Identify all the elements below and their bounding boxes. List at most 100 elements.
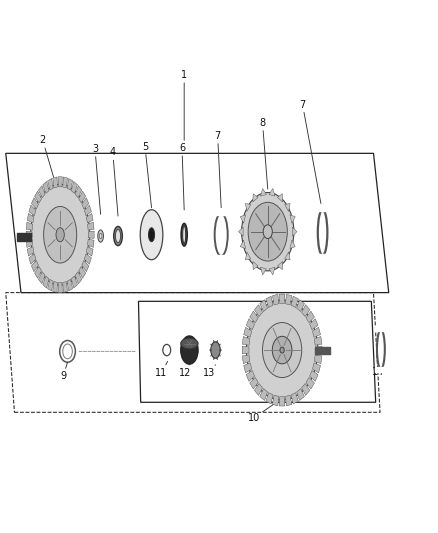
Ellipse shape xyxy=(114,227,122,246)
Polygon shape xyxy=(290,240,295,248)
Polygon shape xyxy=(245,204,251,212)
Polygon shape xyxy=(315,346,322,354)
Polygon shape xyxy=(48,279,53,291)
Ellipse shape xyxy=(183,226,186,244)
Ellipse shape xyxy=(99,233,102,239)
Polygon shape xyxy=(302,384,310,395)
Polygon shape xyxy=(245,252,251,260)
Polygon shape xyxy=(48,179,53,190)
Ellipse shape xyxy=(181,223,187,246)
Polygon shape xyxy=(85,205,92,216)
Ellipse shape xyxy=(116,230,120,243)
Text: 7: 7 xyxy=(215,131,221,208)
Polygon shape xyxy=(27,247,34,256)
Text: 2: 2 xyxy=(39,135,53,177)
Polygon shape xyxy=(71,276,78,288)
Ellipse shape xyxy=(211,342,220,358)
Polygon shape xyxy=(53,281,57,293)
Text: 7: 7 xyxy=(300,100,321,206)
Polygon shape xyxy=(86,247,93,256)
Polygon shape xyxy=(213,255,229,261)
Polygon shape xyxy=(261,189,266,196)
Polygon shape xyxy=(306,377,314,389)
Polygon shape xyxy=(290,215,295,223)
Polygon shape xyxy=(214,340,215,343)
Polygon shape xyxy=(269,267,275,275)
Polygon shape xyxy=(272,294,279,305)
Text: 10: 10 xyxy=(248,401,278,423)
Ellipse shape xyxy=(242,192,294,271)
Ellipse shape xyxy=(148,228,155,241)
Polygon shape xyxy=(29,205,36,216)
Ellipse shape xyxy=(181,338,198,349)
Ellipse shape xyxy=(248,203,287,261)
Polygon shape xyxy=(277,193,283,202)
Polygon shape xyxy=(214,357,215,360)
Polygon shape xyxy=(261,267,266,275)
Polygon shape xyxy=(260,389,268,400)
Polygon shape xyxy=(219,353,220,356)
Ellipse shape xyxy=(181,336,198,364)
Polygon shape xyxy=(86,213,93,223)
Polygon shape xyxy=(291,296,298,308)
Polygon shape xyxy=(242,346,249,354)
Polygon shape xyxy=(297,300,304,311)
Polygon shape xyxy=(266,296,273,308)
Polygon shape xyxy=(63,281,67,293)
Polygon shape xyxy=(213,208,229,215)
Polygon shape xyxy=(88,222,94,230)
Polygon shape xyxy=(286,395,292,406)
Polygon shape xyxy=(302,305,310,317)
Polygon shape xyxy=(26,231,32,238)
Polygon shape xyxy=(240,215,246,223)
Polygon shape xyxy=(216,340,218,343)
Polygon shape xyxy=(71,181,78,193)
Polygon shape xyxy=(272,395,279,406)
Polygon shape xyxy=(43,181,49,193)
Polygon shape xyxy=(211,344,212,346)
Text: 1: 1 xyxy=(181,70,187,140)
Polygon shape xyxy=(285,252,290,260)
Polygon shape xyxy=(27,213,34,223)
Polygon shape xyxy=(39,185,45,198)
Polygon shape xyxy=(297,389,304,400)
Ellipse shape xyxy=(272,336,292,364)
Polygon shape xyxy=(246,319,254,329)
Text: 4: 4 xyxy=(110,148,118,216)
Polygon shape xyxy=(32,198,39,209)
Polygon shape xyxy=(310,370,318,382)
Polygon shape xyxy=(67,279,73,291)
Polygon shape xyxy=(211,353,212,356)
Polygon shape xyxy=(220,349,222,351)
Polygon shape xyxy=(88,239,94,247)
Polygon shape xyxy=(244,363,252,373)
Polygon shape xyxy=(35,266,42,278)
Polygon shape xyxy=(244,327,252,337)
Polygon shape xyxy=(312,327,321,337)
Polygon shape xyxy=(250,377,258,389)
Text: 11: 11 xyxy=(155,361,168,378)
Polygon shape xyxy=(82,261,89,272)
Polygon shape xyxy=(254,305,263,317)
Polygon shape xyxy=(246,370,254,382)
Ellipse shape xyxy=(280,347,284,353)
Polygon shape xyxy=(32,261,39,272)
Text: 9: 9 xyxy=(60,362,67,381)
Polygon shape xyxy=(293,227,297,236)
Ellipse shape xyxy=(31,184,90,285)
Text: 3: 3 xyxy=(92,144,101,214)
Polygon shape xyxy=(58,282,62,293)
Polygon shape xyxy=(312,363,321,373)
Text: 13: 13 xyxy=(203,365,215,378)
Polygon shape xyxy=(310,319,318,329)
Polygon shape xyxy=(209,349,211,351)
Polygon shape xyxy=(216,357,218,360)
Polygon shape xyxy=(375,367,387,372)
Polygon shape xyxy=(63,177,67,188)
Polygon shape xyxy=(242,336,250,345)
Ellipse shape xyxy=(262,322,302,377)
Ellipse shape xyxy=(263,225,272,239)
Polygon shape xyxy=(75,272,82,284)
Polygon shape xyxy=(53,177,57,188)
Ellipse shape xyxy=(140,209,163,260)
